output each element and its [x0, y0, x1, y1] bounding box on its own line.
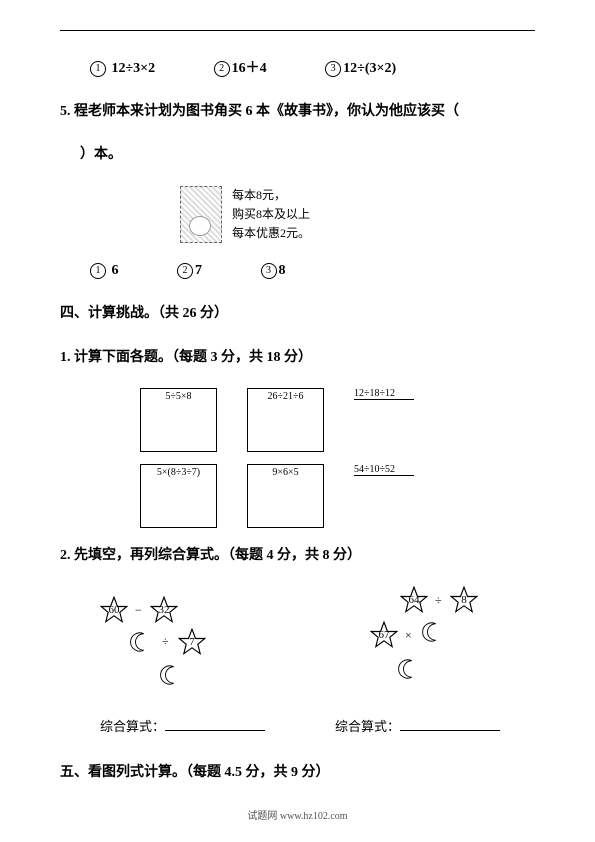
- calc-box: 9×6×5: [247, 464, 324, 528]
- q4-options: 1 12÷3×2 216＋4 312÷(3×2): [90, 56, 535, 81]
- star-node: 64: [400, 586, 428, 614]
- op-mul: ×: [405, 628, 412, 643]
- op-div: ÷: [435, 593, 442, 608]
- q5-stem-b: ）本。: [80, 142, 535, 167]
- moon-node: [398, 658, 420, 680]
- tree-1: 60 − 32 ÷ 7: [100, 586, 270, 696]
- star-node: 60: [100, 596, 128, 624]
- book-icon: [180, 186, 222, 243]
- section5-title: 五、看图列式计算。（每题 4.5 分，共 9 分）: [60, 760, 535, 785]
- opt-label: 6: [112, 263, 119, 278]
- calc-grid: 5÷5×8 26÷21÷6 12÷18÷12 5×(8÷3÷7) 9×6×5 5…: [140, 388, 535, 528]
- calc-box: 12÷18÷12: [354, 388, 429, 448]
- section4-title: 四、计算挑战。（共 26 分）: [60, 301, 535, 326]
- opt-label: 8: [279, 263, 286, 278]
- calc-box: 5÷5×8: [140, 388, 217, 452]
- star-node: 32: [150, 596, 178, 624]
- star-node: 67: [370, 621, 398, 649]
- q5-stem: 5. 程老师本来计划为图书角买 6 本《故事书》，你认为他应该买（: [60, 99, 535, 124]
- op-minus: −: [135, 603, 142, 618]
- opt-expr: 16＋4: [232, 61, 267, 76]
- moon-node: [422, 621, 444, 643]
- calc-box: 54÷10÷52: [354, 464, 429, 524]
- opt-expr: 12÷3×2: [112, 61, 156, 76]
- page-footer: 试题网 www.hz102.com: [0, 807, 595, 822]
- opt-label: 7: [195, 263, 202, 278]
- opt-num: 1: [90, 263, 106, 279]
- answer-blank: [400, 718, 500, 731]
- opt-num: 3: [261, 263, 277, 279]
- opt-num: 1: [90, 61, 106, 77]
- opt-expr: 12÷(3×2): [343, 61, 396, 76]
- moon-node: [160, 664, 182, 686]
- answer-label: 综合算式：: [100, 719, 165, 734]
- opt-num: 2: [177, 263, 193, 279]
- promo-text: 每本8元， 购买8本及以上 每本优惠2元。: [232, 186, 310, 244]
- answer-label: 综合算式：: [335, 719, 400, 734]
- calc-box: 5×(8÷3÷7): [140, 464, 217, 528]
- q4-2-title: 2. 先填空，再列综合算式。（每题 4 分，共 8 分）: [60, 543, 535, 568]
- opt-num: 3: [325, 61, 341, 77]
- star-node: 7: [178, 628, 206, 656]
- op-div: ÷: [162, 634, 169, 649]
- tree-2: 64 ÷ 8 67 ×: [350, 586, 520, 696]
- tree-diagrams: 60 − 32 ÷ 7 64 ÷: [100, 586, 535, 696]
- moon-node: [130, 631, 152, 653]
- answer-row: 综合算式： 综合算式：: [100, 716, 535, 735]
- q5-promo: 每本8元， 购买8本及以上 每本优惠2元。: [180, 186, 535, 244]
- calc-box: 26÷21÷6: [247, 388, 324, 452]
- q5-options: 1 6 27 38: [90, 258, 535, 283]
- q4-1-title: 1. 计算下面各题。（每题 3 分，共 18 分）: [60, 345, 535, 370]
- opt-num: 2: [214, 61, 230, 77]
- answer-blank: [165, 718, 265, 731]
- star-node: 8: [450, 586, 478, 614]
